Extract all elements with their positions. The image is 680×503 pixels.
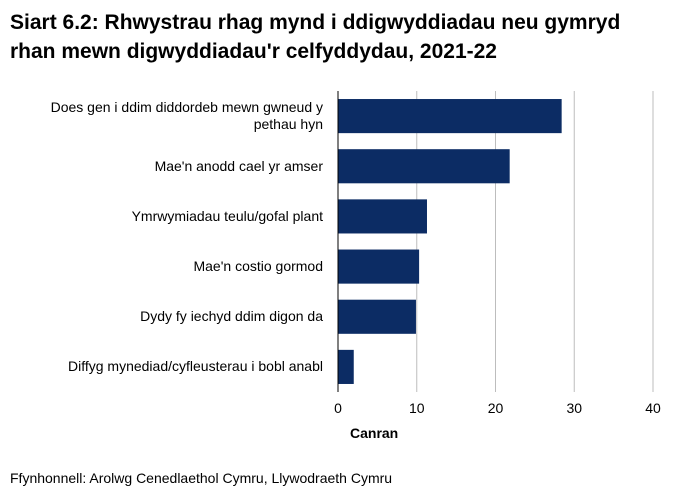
bar: [338, 149, 510, 184]
x-axis-label: Canran: [350, 425, 399, 441]
y-tick-label: Mae'n costio gormod: [193, 258, 323, 275]
y-tick-label: Dydy fy iechyd ddim digon da: [140, 308, 323, 325]
bar: [338, 249, 420, 284]
bar: [338, 349, 354, 384]
x-tick-label: 0: [334, 400, 342, 416]
x-tick-label: 10: [409, 400, 425, 416]
y-tick-label: Ymrwymiadau teulu/gofal plant: [131, 207, 323, 224]
bar: [338, 299, 416, 334]
x-tick-label: 20: [488, 400, 504, 416]
y-tick-label: Diffyg mynediad/cyfleusterau i bobl anab…: [67, 358, 323, 375]
chart-title: Siart 6.2: Rhwystrau rhag mynd i ddigwyd…: [10, 11, 621, 63]
y-tick-label: Mae'n anodd cael yr amser: [154, 157, 323, 174]
source-note: Ffynhonnell: Arolwg Cenedlaethol Cymru, …: [10, 470, 393, 486]
x-tick-label: 40: [645, 400, 661, 416]
bar: [338, 99, 562, 134]
x-tick-label: 30: [566, 400, 582, 416]
bar: [338, 199, 427, 234]
y-tick-label: Does gen i ddim diddordeb mewn gwneud y …: [50, 99, 323, 133]
